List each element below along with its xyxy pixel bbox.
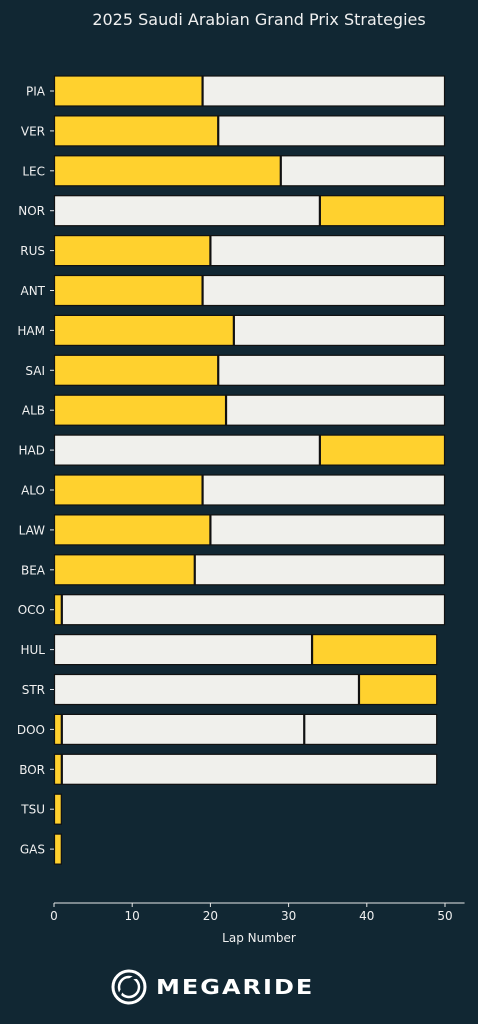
- stint-bar-hul-2: [311, 633, 438, 666]
- stint-bar-bor-1: [53, 753, 62, 785]
- x-axis: 0 10 20 30 40 50 Lap Number: [50, 902, 465, 945]
- stint-bar-ham-1: [53, 314, 234, 346]
- stint-bar-gas-1: [53, 833, 62, 865]
- stint-bar-ver-2: [218, 115, 446, 147]
- stint-bar-sai-1: [53, 354, 219, 386]
- stint-bar-ham-2: [233, 314, 446, 346]
- driver-label-nor: NOR: [18, 204, 45, 218]
- stint-bar-ant-1: [53, 274, 203, 307]
- stint-bar-law-2: [210, 514, 446, 546]
- stint-bar-nor-2: [319, 195, 446, 227]
- stint-bar-had-2: [319, 434, 446, 466]
- chart-title: 2025 Saudi Arabian Grand Prix Strategies: [92, 10, 426, 29]
- driver-label-hul: HUL: [21, 643, 46, 657]
- stint-bar-rus-2: [210, 235, 446, 267]
- driver-label-rus: RUS: [20, 244, 45, 258]
- stint-bar-ver-1: [53, 115, 219, 147]
- driver-label-ham: HAM: [17, 324, 45, 338]
- stint-bar-lec-1: [53, 155, 281, 187]
- stint-bar-law-1: [53, 514, 211, 546]
- stint-bar-alo-2: [202, 474, 446, 506]
- stint-bar-bor-2: [61, 753, 438, 785]
- stint-bar-pia-1: [53, 75, 203, 107]
- stint-bar-bea-2: [194, 554, 446, 586]
- driver-label-str: STR: [22, 683, 45, 697]
- stint-bar-oco-1: [53, 594, 62, 626]
- stint-bar-rus-1: [53, 235, 211, 267]
- stint-bar-pia-2: [202, 75, 446, 107]
- stint-bar-oco-2: [61, 594, 446, 626]
- stint-bar-alb-1: [53, 394, 227, 426]
- bars-layer: [53, 75, 446, 865]
- stint-bar-nor-1: [53, 195, 320, 227]
- driver-label-law: LAW: [19, 523, 46, 537]
- driver-label-ant: ANT: [20, 284, 45, 298]
- driver-label-bea: BEA: [21, 563, 46, 577]
- stint-bar-alb-2: [225, 394, 446, 426]
- megaride-logo-text: MEGARIDE: [156, 975, 315, 999]
- megaride-logo-icon: [111, 969, 147, 1005]
- stint-bar-had-1: [53, 434, 320, 466]
- driver-label-sai: SAI: [25, 364, 45, 378]
- x-tick-label: 40: [359, 909, 374, 923]
- x-tick-label: 50: [437, 909, 452, 923]
- driver-label-gas: GAS: [20, 843, 45, 857]
- megaride-logo: MEGARIDE: [110, 968, 314, 1006]
- driver-label-bor: BOR: [19, 763, 45, 777]
- stint-bar-str-1: [53, 673, 360, 706]
- driver-label-tsu: TSU: [20, 803, 45, 817]
- stint-bar-sai-2: [218, 354, 446, 386]
- driver-label-alo: ALO: [21, 484, 45, 498]
- x-tick-label: 20: [203, 909, 218, 923]
- stint-bar-lec-2: [280, 155, 446, 187]
- driver-label-doo: DOO: [17, 723, 45, 737]
- driver-label-pia: PIA: [26, 85, 46, 99]
- stint-bar-doo-1: [53, 713, 62, 746]
- driver-label-alb: ALB: [22, 404, 45, 418]
- driver-label-had: HAD: [19, 444, 45, 458]
- x-tick-label: 30: [281, 909, 296, 923]
- x-tick-label: 0: [50, 909, 58, 923]
- stint-bar-str-2: [358, 673, 438, 706]
- driver-label-ver: VER: [21, 124, 45, 138]
- stint-bar-hul-1: [53, 633, 313, 666]
- stint-bar-doo-2: [61, 713, 305, 746]
- driver-label-lec: LEC: [22, 164, 45, 178]
- driver-labels: PIA VER LEC NOR RUS ANT HAM SAI ALB HAD ALO LAW BEA O…: [17, 85, 54, 857]
- x-axis-label: Lap Number: [222, 931, 296, 945]
- x-tick-label: 10: [125, 909, 140, 923]
- stint-bar-alo-1: [53, 474, 203, 506]
- stint-bar-doo-3: [304, 713, 438, 746]
- stint-bar-tsu-1: [53, 793, 62, 825]
- driver-label-oco: OCO: [18, 603, 45, 617]
- stint-bar-bea-1: [53, 554, 195, 586]
- stint-bar-ant-2: [202, 274, 446, 307]
